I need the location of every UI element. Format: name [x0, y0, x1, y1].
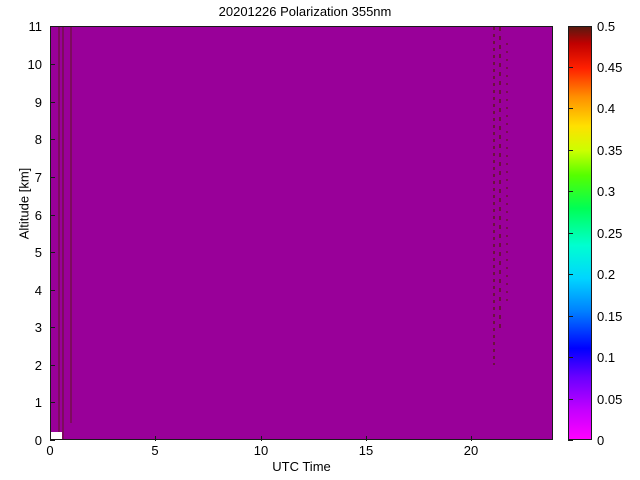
colorbar-tick	[568, 274, 573, 275]
colorbar-tick-label: 0.05	[597, 392, 623, 407]
y-tick-label: 10	[27, 57, 42, 72]
no-data-region	[51, 432, 62, 439]
y-tick	[50, 365, 55, 366]
colorbar-tick-label: 0.3	[597, 184, 616, 199]
y-tick-label: 5	[34, 245, 42, 260]
y-tick	[50, 290, 55, 291]
y-tick	[50, 177, 55, 178]
y-tick-label: 1	[34, 395, 42, 410]
colorbar-tick-label: 0	[597, 433, 605, 448]
x-tick	[261, 436, 262, 441]
y-tick	[50, 215, 55, 216]
y-tick-label: 8	[34, 132, 42, 147]
colorbar-tick	[568, 108, 573, 109]
x-tick-label: 0	[46, 443, 54, 458]
artifact-streak	[62, 27, 65, 439]
colorbar-tick-label: 0.1	[597, 350, 616, 365]
y-tick-label: 2	[34, 358, 42, 373]
x-tick	[471, 436, 472, 441]
colorbar-tick	[568, 357, 573, 358]
artifact-streak	[69, 27, 72, 423]
colorbar-tick	[568, 191, 573, 192]
colorbar-tick-label: 0.2	[597, 267, 616, 282]
x-tick-label: 5	[151, 443, 159, 458]
x-axis-label: UTC Time	[272, 459, 331, 474]
y-tick-label: 3	[34, 320, 42, 335]
y-tick	[50, 327, 55, 328]
colorbar-tick	[568, 440, 573, 441]
colorbar-tick-label: 0.15	[597, 309, 623, 324]
colorbar-tick	[568, 233, 573, 234]
y-tick	[50, 252, 55, 253]
artifact-streak	[57, 27, 60, 439]
x-tick	[50, 436, 51, 441]
y-tick	[50, 102, 55, 103]
artifact-speckle	[499, 27, 502, 332]
y-tick-label: 7	[34, 170, 42, 185]
x-tick-label: 20	[463, 443, 479, 458]
colorbar-tick-label: 0.25	[597, 226, 623, 241]
y-tick	[50, 440, 55, 441]
y-tick-label: 9	[34, 95, 42, 110]
colorbar-tick-label: 0.45	[597, 60, 623, 75]
y-axis-label: Altitude [km]	[16, 167, 32, 240]
heatmap-field	[51, 27, 552, 439]
colorbar-tick	[568, 67, 573, 68]
x-tick	[366, 436, 367, 441]
heatmap-axes	[50, 26, 553, 440]
chart-title: 20201226 Polarization 355nm	[218, 4, 392, 19]
colorbar-tick-label: 0.4	[597, 101, 616, 116]
x-tick-label: 15	[358, 443, 374, 458]
y-tick	[50, 139, 55, 140]
x-tick	[155, 436, 156, 441]
artifact-speckle	[505, 43, 508, 308]
colorbar-tick	[568, 316, 573, 317]
colorbar-tick-label: 0.5	[597, 19, 616, 34]
y-tick-label: 0	[34, 433, 42, 448]
y-tick-label: 6	[34, 208, 42, 223]
y-tick	[50, 402, 55, 403]
colorbar-tick	[568, 150, 573, 151]
colorbar-tick-label: 0.35	[597, 143, 623, 158]
artifact-speckle	[492, 27, 495, 365]
colorbar-tick	[568, 399, 573, 400]
y-tick	[50, 64, 55, 65]
y-tick-label: 11	[28, 19, 43, 34]
x-tick-label: 10	[253, 443, 269, 458]
y-tick-label: 4	[34, 283, 42, 298]
